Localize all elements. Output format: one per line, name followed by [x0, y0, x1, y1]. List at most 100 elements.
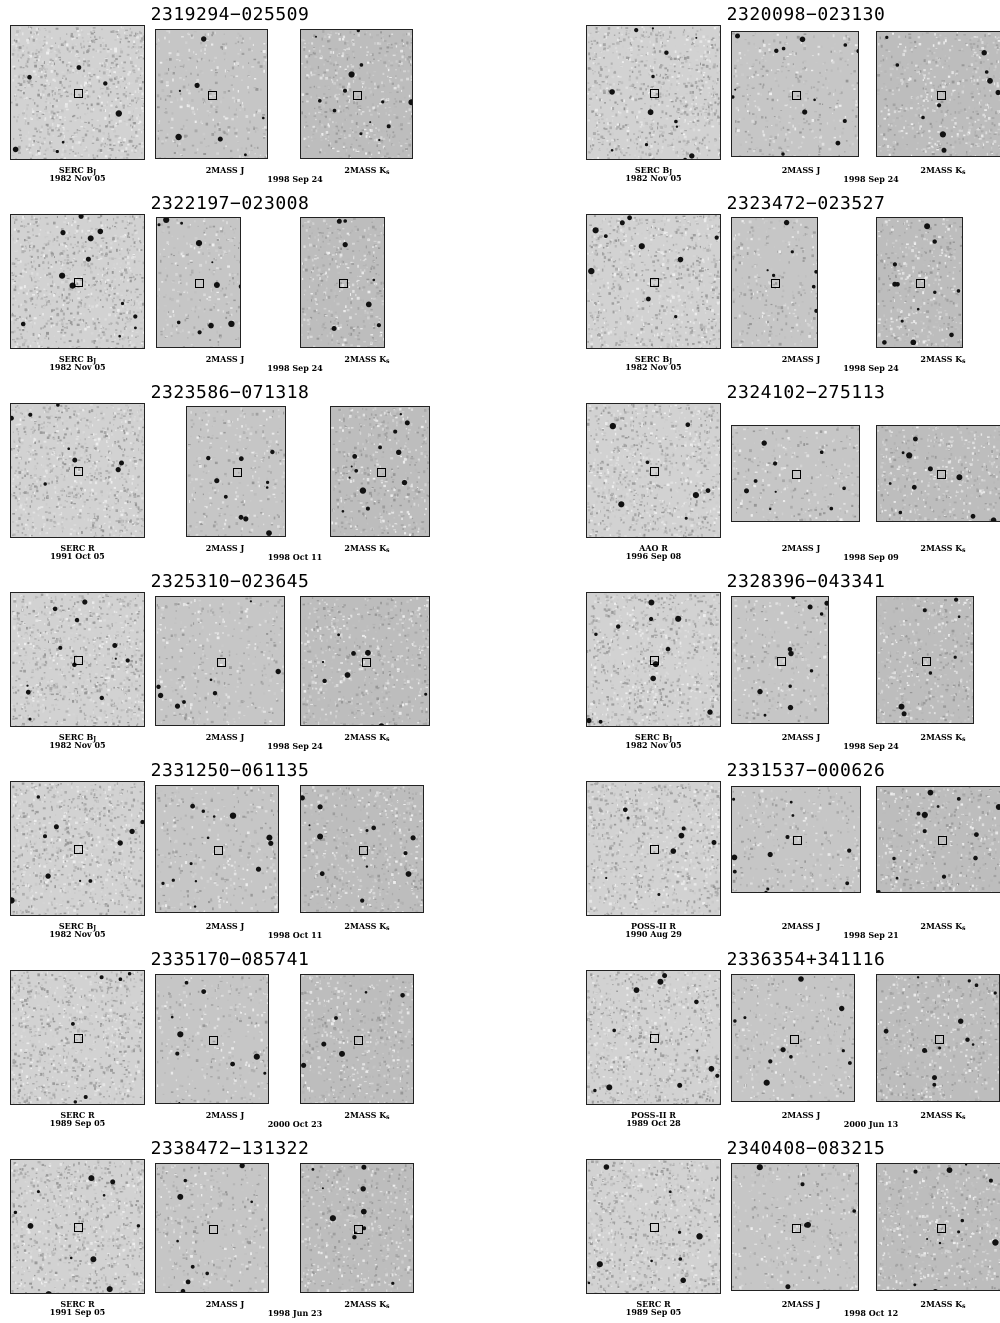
star — [352, 454, 357, 459]
star — [88, 235, 94, 241]
twomass-date-label: 1998 Sep 24 — [260, 364, 330, 372]
target-marker — [935, 1035, 944, 1044]
star — [788, 651, 793, 656]
star — [75, 618, 79, 622]
star — [71, 1022, 75, 1026]
dss-image — [586, 1159, 721, 1294]
star — [588, 1282, 590, 1284]
star — [14, 1211, 17, 1214]
target-marker — [793, 836, 802, 845]
star — [593, 1089, 596, 1092]
star — [121, 302, 124, 305]
target-marker — [792, 91, 801, 100]
star — [732, 798, 735, 801]
star — [175, 134, 181, 140]
star — [884, 1029, 889, 1034]
star — [954, 598, 958, 602]
star — [896, 63, 900, 67]
star — [360, 899, 364, 903]
star — [707, 709, 712, 714]
star — [334, 1016, 338, 1020]
star — [610, 423, 616, 429]
star — [957, 1230, 960, 1233]
dss-date-label: 1982 Nov 05 — [624, 741, 684, 749]
star — [790, 801, 793, 804]
twomass-date-label: 1998 Jun 23 — [260, 1309, 330, 1317]
star — [782, 47, 786, 51]
star — [604, 234, 608, 238]
star — [994, 991, 997, 994]
twomass-k-image — [300, 1163, 414, 1293]
star — [695, 37, 697, 39]
star — [693, 492, 699, 498]
star — [987, 78, 993, 84]
twomass-date-label: 1998 Sep 24 — [836, 364, 906, 372]
star — [922, 812, 928, 818]
star — [808, 605, 813, 610]
star — [21, 322, 26, 327]
star — [118, 840, 123, 845]
star — [734, 89, 736, 91]
star — [627, 817, 630, 820]
target-marker — [217, 658, 226, 667]
twomass-date-label: 1998 Oct 11 — [260, 553, 330, 561]
star — [268, 841, 273, 846]
star — [805, 1222, 811, 1228]
star — [144, 699, 145, 703]
star — [224, 495, 228, 499]
star — [757, 689, 762, 694]
star — [679, 1257, 683, 1261]
star — [318, 804, 323, 809]
twomass-k-image — [300, 974, 414, 1104]
star — [266, 835, 272, 841]
object-designation: 2336354+341116 — [686, 950, 926, 970]
star — [180, 222, 183, 225]
star — [349, 477, 351, 479]
star — [923, 608, 927, 612]
star — [262, 117, 265, 120]
star — [301, 795, 305, 800]
star — [301, 1063, 306, 1068]
star — [848, 1061, 852, 1065]
twomass-j-image — [156, 217, 241, 348]
star — [396, 450, 401, 455]
star — [706, 488, 711, 493]
star — [214, 478, 219, 483]
twomass-k-image — [330, 406, 430, 537]
dss-image — [10, 25, 145, 160]
star — [885, 36, 888, 39]
dss-date-label: 1989 Sep 05 — [624, 1308, 684, 1316]
star — [339, 1051, 345, 1057]
star — [26, 690, 31, 695]
object-designation: 2331537−000626 — [686, 761, 926, 781]
star — [683, 158, 687, 160]
star — [366, 829, 369, 832]
star — [89, 879, 93, 883]
star — [202, 810, 205, 813]
j-band-label: 2MASS J — [781, 355, 821, 363]
k-band-label: 2MASS Ks — [920, 922, 966, 930]
star — [932, 1075, 937, 1080]
star — [43, 834, 47, 838]
object-designation: 2328396−043341 — [686, 572, 926, 592]
target-marker — [74, 89, 83, 98]
star — [651, 75, 654, 78]
star — [842, 487, 846, 491]
target-marker — [650, 278, 659, 287]
star — [781, 1047, 786, 1052]
star — [830, 507, 834, 511]
target-marker — [74, 1034, 83, 1043]
star — [802, 109, 807, 114]
star — [360, 487, 366, 493]
target-marker — [650, 656, 659, 665]
twomass-j-image — [731, 596, 829, 724]
j-band-label: 2MASS J — [205, 1300, 245, 1308]
star — [674, 315, 677, 318]
target-marker — [771, 279, 780, 288]
k-band-label: 2MASS Ks — [920, 733, 966, 741]
star — [856, 49, 859, 53]
